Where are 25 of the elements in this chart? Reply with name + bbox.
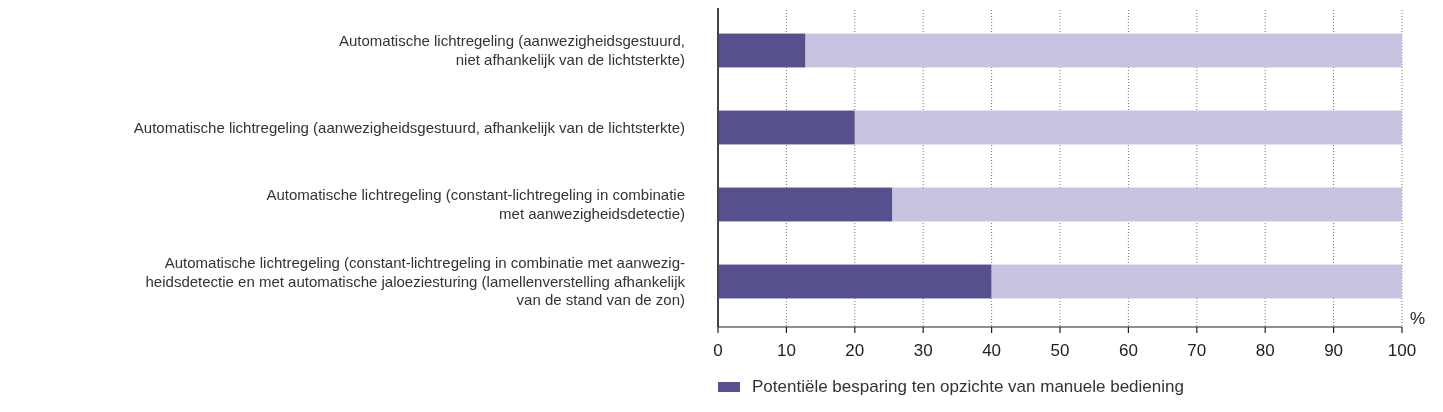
bar bbox=[718, 33, 806, 68]
x-axis-title: % bbox=[1410, 309, 1426, 328]
x-tick-label: 0 bbox=[713, 341, 723, 360]
x-tick-label: 100 bbox=[1387, 341, 1417, 360]
legend-label: Potentiële besparing ten opzichte van manuele bediening bbox=[752, 377, 1184, 396]
y-tick-label: Automatische lichtregeling (constant-lichtregeling in combinatie met aanwezigheidsdetectie) bbox=[266, 186, 685, 222]
bar bbox=[718, 110, 855, 145]
x-tick-label: 10 bbox=[776, 341, 796, 360]
x-tick-label: 30 bbox=[913, 341, 933, 360]
y-tick-label: Automatische lichtregeling (constant-lichtregeling in combinatie met aanwezig- heidsdetectie en met automatische jaloeziesturing (lamellenverstelling afhankelijk van de stand van de zon) bbox=[145, 254, 686, 308]
x-tick-label: 20 bbox=[845, 341, 865, 360]
bar bbox=[991, 264, 1402, 299]
bar bbox=[718, 187, 893, 222]
x-tick-label: 90 bbox=[1324, 341, 1344, 360]
y-tick-label: Automatische lichtregeling (aanwezigheidsgestuurd, niet afhankelijk van de lichtsterkte) bbox=[338, 32, 685, 68]
x-tick-label: 70 bbox=[1187, 341, 1207, 360]
x-tick-label: 40 bbox=[982, 341, 1002, 360]
bar bbox=[892, 187, 1402, 222]
bar bbox=[854, 110, 1402, 145]
y-tick-label: Automatische lichtregeling (aanwezigheidsgestuurd, afhankelijk van de lichtsterkte) bbox=[133, 118, 685, 136]
bar bbox=[718, 264, 992, 299]
x-tick-label: 50 bbox=[1050, 341, 1070, 360]
x-tick-label: 60 bbox=[1118, 341, 1138, 360]
x-tick-label: 80 bbox=[1255, 341, 1275, 360]
bar bbox=[805, 33, 1402, 68]
